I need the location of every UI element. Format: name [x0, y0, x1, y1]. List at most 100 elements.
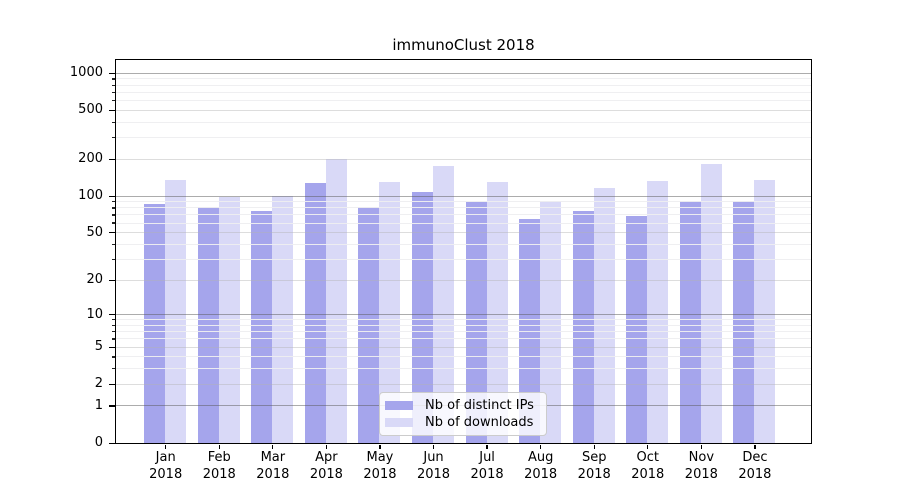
bar-distinct-ips [519, 219, 541, 443]
gridline [115, 243, 811, 245]
chart-title: immunoClust 2018 [392, 36, 535, 54]
gridline [115, 232, 811, 234]
x-tick-month: Apr [315, 450, 338, 465]
x-tick-mark [754, 444, 756, 449]
gridline [115, 258, 811, 260]
x-tick-label: Dec 2018 [723, 449, 787, 483]
x-tick-year: 2018 [631, 467, 665, 482]
y-minor-tick-mark [111, 243, 115, 245]
x-tick-label: Oct 2018 [616, 449, 680, 483]
gridline [115, 319, 811, 321]
gridline [115, 356, 811, 358]
y-tick-mark [109, 405, 115, 407]
x-tick-label: Jan 2018 [134, 449, 198, 483]
x-tick-label: Sep 2018 [562, 449, 626, 483]
gridline [115, 158, 811, 160]
bar-distinct-ips [572, 210, 594, 443]
gridline [115, 91, 811, 93]
bar-distinct-ips [412, 191, 434, 443]
x-tick-month: Feb [207, 450, 231, 465]
x-tick-mark [540, 444, 542, 449]
x-tick-mark [593, 444, 595, 449]
y-tick-label: 100 [78, 188, 103, 203]
x-tick-month: May [366, 450, 394, 465]
gridline [115, 78, 811, 80]
x-tick-year: 2018 [524, 467, 558, 482]
gridline [115, 109, 811, 111]
legend-swatch-downloads-icon [385, 418, 413, 428]
y-minor-tick-mark [111, 91, 115, 93]
x-tick-year: 2018 [256, 467, 290, 482]
gridline [115, 121, 811, 123]
x-tick-label: Aug 2018 [509, 449, 573, 483]
y-tick-label: 10 [86, 306, 103, 322]
bar-downloads [647, 181, 669, 443]
x-tick-mark [218, 444, 220, 449]
gridline [115, 331, 811, 333]
x-tick-mark [647, 444, 649, 449]
gridline [115, 137, 811, 139]
y-tick-label: 20 [86, 272, 103, 288]
bar-distinct-ips [679, 200, 701, 443]
y-minor-tick-mark [111, 201, 115, 203]
legend-entry-downloads: Nb of downloads [385, 415, 538, 430]
bar-downloads [165, 180, 187, 443]
x-tick-year: 2018 [684, 467, 718, 482]
bar-downloads [433, 166, 455, 443]
x-tick-mark [379, 444, 381, 449]
gridline [115, 195, 811, 197]
y-tick-label: 1000 [69, 65, 103, 81]
x-tick-year: 2018 [309, 467, 343, 482]
x-tick-month: Mar [260, 450, 286, 465]
y-tick-label: 5 [94, 339, 103, 355]
bar-downloads [593, 188, 615, 443]
x-tick-month: Jan [155, 450, 176, 465]
x-tick-label: May 2018 [348, 449, 412, 483]
y-tick-label: 50 [86, 224, 103, 240]
bar-distinct-ips [733, 200, 755, 443]
x-tick-month: Jun [423, 450, 444, 465]
y-tick-mark [109, 279, 115, 281]
y-minor-tick-mark [111, 258, 115, 260]
bar-distinct-ips [304, 182, 326, 443]
y-minor-tick-mark [111, 338, 115, 340]
y-tick-mark [109, 158, 115, 160]
gridline [115, 84, 811, 86]
bar-distinct-ips [626, 215, 648, 443]
gridline [115, 338, 811, 340]
x-tick-year: 2018 [363, 467, 397, 482]
bar-downloads [486, 182, 508, 443]
x-tick-year: 2018 [202, 467, 236, 482]
x-tick-month: Aug [527, 450, 554, 465]
gridline [115, 72, 811, 74]
y-tick-mark [109, 232, 115, 234]
y-minor-tick-mark [111, 368, 115, 370]
plot-area [114, 58, 812, 444]
bar-downloads [700, 163, 722, 443]
y-tick-mark [109, 442, 115, 444]
y-tick-label: 200 [78, 151, 103, 167]
gridline [115, 100, 811, 102]
plot-inner [115, 60, 811, 443]
y-minor-tick-mark [111, 121, 115, 123]
y-tick-mark [109, 72, 115, 74]
x-tick-mark [272, 444, 274, 449]
x-tick-mark [486, 444, 488, 449]
y-minor-tick-mark [111, 319, 115, 321]
y-tick-mark [109, 109, 115, 111]
y-tick-mark [109, 314, 115, 316]
x-tick-mark [325, 444, 327, 449]
y-tick-mark [109, 346, 115, 348]
y-minor-tick-mark [111, 222, 115, 224]
y-minor-tick-mark [111, 214, 115, 216]
legend-entry-distinct-ips: Nb of distinct IPs [385, 398, 538, 413]
x-tick-month: Dec [742, 450, 768, 465]
legend: Nb of distinct IPs Nb of downloads [379, 392, 547, 436]
x-tick-mark [432, 444, 435, 449]
x-tick-mark [700, 444, 702, 449]
y-minor-tick-mark [111, 324, 115, 327]
y-tick-label: 500 [78, 102, 103, 118]
gridline [115, 314, 811, 316]
bar-downloads [379, 182, 401, 443]
x-tick-month: Oct [636, 450, 660, 465]
